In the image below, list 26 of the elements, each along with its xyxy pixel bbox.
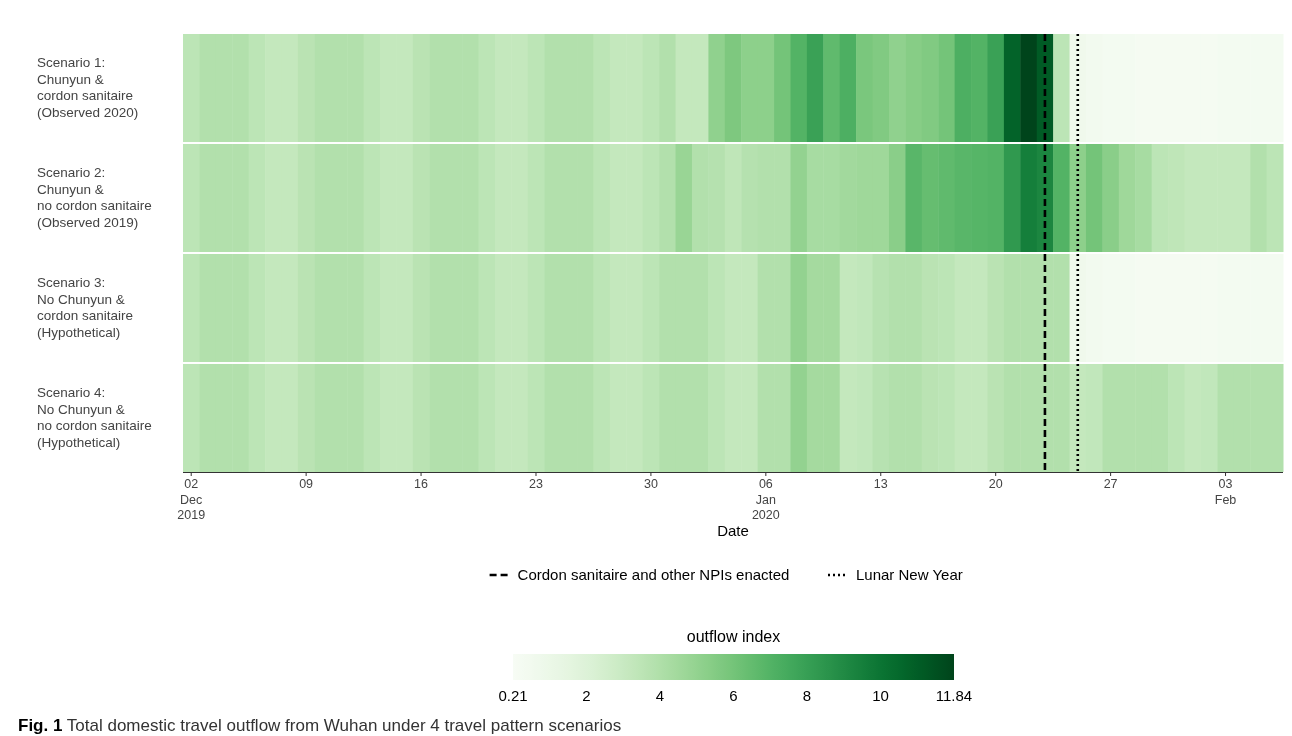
color-bar-label: 4 — [655, 687, 665, 704]
x-tick-label: 27 — [1103, 477, 1118, 491]
color-bar-title: outflow index — [686, 628, 781, 645]
color-bar-label: 10 — [872, 687, 889, 704]
legend-label: Cordon sanitaire and other NPIs enacted — [517, 566, 790, 583]
color-bar-label: 0.21 — [498, 687, 528, 704]
caption: Fig. 1 Total domestic travel outflow from Wuhan under 4 travel pattern scenarios — [18, 716, 622, 735]
y-tick-label: Scenario 1: Chunyun & cordon sanitaire (Observed 2020) — [37, 55, 139, 120]
legend-label: Lunar New Year — [856, 566, 963, 583]
color-bar-label: 11.84 — [935, 687, 973, 704]
x-axis-title: Date — [717, 522, 749, 539]
y-tick-label: Scenario 2: Chunyun & no cordon sanitaire (Observed 2019) — [37, 165, 152, 230]
x-tick-label: 13 — [873, 477, 888, 491]
y-tick-label: Scenario 3: No Chunyun & cordon sanitaire (Hypothetical) — [37, 275, 134, 340]
x-tick-label: 16 — [414, 477, 429, 491]
color-bar-label: 8 — [802, 687, 812, 704]
x-tick-label: 06 Jan 2020 — [751, 477, 780, 522]
x-tick-label: 03 Feb — [1214, 477, 1237, 507]
color-bar-label: 2 — [582, 687, 591, 704]
y-tick-label: Scenario 4: No Chunyun & no cordon sanitaire (Hypothetical) — [37, 385, 152, 450]
x-tick-label: 20 — [988, 477, 1003, 491]
x-tick-label: 09 — [299, 477, 314, 491]
color-bar-label: 6 — [729, 687, 738, 704]
x-tick-label: 02 Dec 2019 — [177, 477, 206, 522]
x-tick-label: 30 — [643, 477, 658, 491]
x-tick-label: 23 — [529, 477, 543, 491]
